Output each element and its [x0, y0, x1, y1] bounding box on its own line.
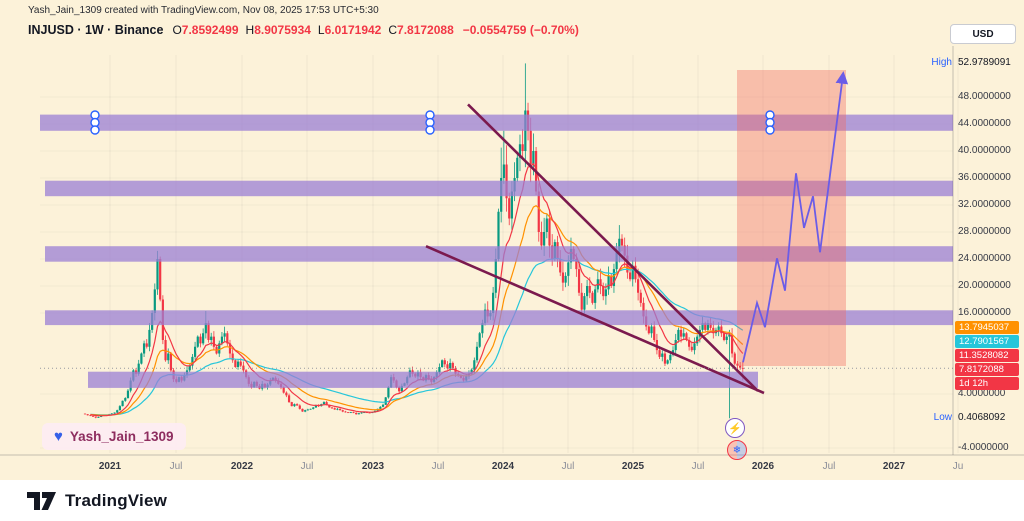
symbol-header: INJUSD · 1W · Binance O7.8592499 H8.9075…	[28, 23, 579, 37]
change-text: −0.0554759 (−0.70%)	[462, 23, 579, 37]
currency-toggle-button[interactable]: USD	[950, 24, 1016, 44]
close-value-header: 7.8172088	[397, 23, 454, 37]
zone-band	[88, 371, 758, 388]
time-tick[interactable]: 2027	[882, 461, 906, 472]
drawing-handle	[765, 125, 775, 135]
time-tick[interactable]: 2021	[98, 461, 122, 472]
footer-bar: TradingView	[0, 480, 1024, 521]
low-value-header: 6.0171942	[324, 23, 382, 37]
high-value-header: 8.9075934	[254, 23, 311, 37]
time-axis[interactable]: 2021 Jul 2022 Jul 2023 Jul 2024 Jul 2025 Jul 2026 J…	[0, 455, 1024, 480]
drawing-handles[interactable]	[90, 110, 775, 135]
snowflake-reaction-icon[interactable]: ❄	[727, 440, 747, 460]
snapshot-attribution: Yash_Jain_1309 created with TradingView.…	[28, 5, 379, 16]
trendline-2[interactable]	[425, 245, 765, 395]
trendline-1[interactable]	[467, 103, 759, 392]
low-label-letter: L	[317, 23, 325, 37]
zone-band	[45, 310, 953, 326]
time-tick[interactable]: 2024	[491, 461, 515, 472]
zone-band	[40, 114, 953, 131]
close-label-letter: C	[388, 23, 398, 37]
time-tick[interactable]: Jul	[169, 461, 183, 472]
low-tag: Low	[933, 412, 952, 423]
time-tick[interactable]: Jul	[431, 461, 445, 472]
high-label-letter: H	[245, 23, 255, 37]
lightning-reaction-icon[interactable]: ⚡	[725, 418, 745, 438]
supply-demand-zones[interactable]	[40, 114, 953, 388]
low-price-value: 0.4068092	[958, 412, 1006, 423]
blue-heart-icon: ♥	[54, 428, 63, 445]
zone-band	[45, 246, 953, 262]
time-tick[interactable]: 2023	[361, 461, 385, 472]
low-price-row: Low 0.4068092	[922, 412, 1006, 423]
tradingview-logo-text: TradingView	[65, 491, 168, 510]
symbol-title[interactable]: INJUSD · 1W · Binance	[28, 23, 164, 37]
high-tag: High	[931, 57, 952, 68]
time-tick[interactable]: Jul	[561, 461, 575, 472]
time-tick[interactable]: Jul	[691, 461, 705, 472]
tradingview-logo[interactable]: TradingView	[26, 488, 167, 514]
moving-average-45[interactable]	[90, 257, 744, 416]
time-tick[interactable]: Ju	[952, 461, 964, 472]
watermark-username: Yash_Jain_1309	[69, 429, 174, 444]
time-tick[interactable]: 2026	[751, 461, 775, 472]
time-tick[interactable]: 2025	[621, 461, 645, 472]
time-tick[interactable]: Jul	[300, 461, 314, 472]
zone-band	[45, 180, 953, 197]
ohlc-values: O7.8592499 H8.9075934 L6.0171942 C7.8172…	[172, 23, 453, 37]
time-tick[interactable]: Jul	[822, 461, 836, 472]
tradingview-logo-mark	[27, 492, 56, 510]
open-value: 7.8592499	[181, 23, 239, 37]
user-watermark: ♥ Yash_Jain_1309	[42, 423, 186, 450]
time-tick[interactable]: 2022	[230, 461, 254, 472]
high-price-value: 52.9789091	[958, 57, 1011, 68]
high-price-row: High 52.9789091	[922, 57, 1011, 68]
projection-path[interactable]	[742, 71, 849, 363]
chart-background	[0, 0, 1024, 480]
drawing-handle	[90, 125, 100, 135]
open-label: O	[172, 23, 182, 37]
drawing-handle	[425, 125, 435, 135]
